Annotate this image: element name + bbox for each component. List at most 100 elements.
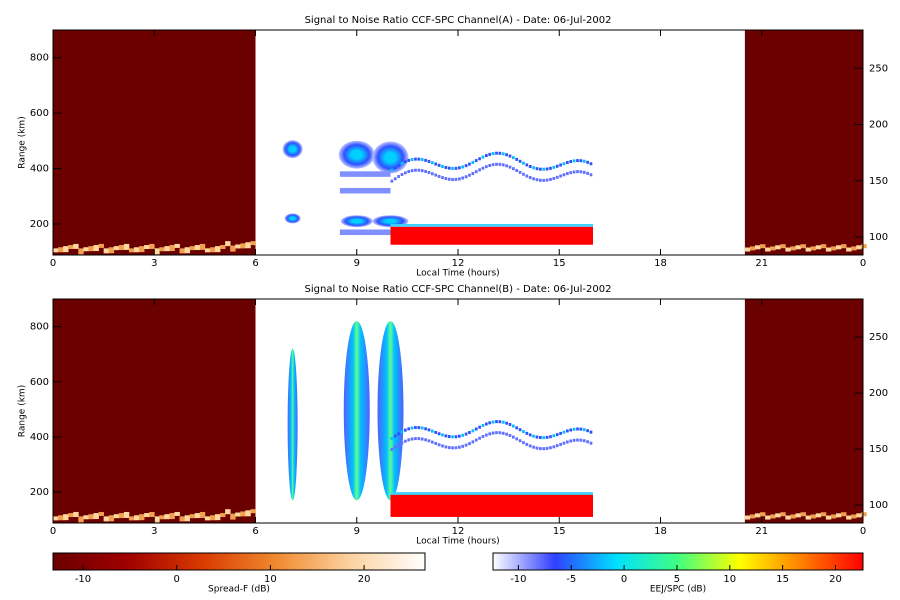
echo-dash [458, 177, 461, 181]
echo-dash [400, 430, 404, 434]
echo-dash [441, 165, 444, 169]
night-block [744, 30, 863, 255]
spread-f-trace [744, 247, 751, 252]
x-tick-label: 15 [553, 526, 566, 537]
spread-f-trace [169, 513, 175, 520]
echo-dash [501, 152, 505, 156]
echo-dash [542, 447, 546, 451]
echo-dash [586, 171, 589, 175]
spread-f-trace [800, 512, 806, 517]
echo-dash [424, 427, 427, 431]
x-tick-label: 12 [452, 258, 465, 269]
echo-dash [474, 438, 478, 442]
spread-f-trace [123, 243, 130, 250]
echo-dash [390, 179, 394, 183]
y-tick-label: 800 [30, 322, 49, 333]
echo-dash [444, 445, 448, 449]
echo-dash [488, 152, 492, 156]
echo-dash [451, 435, 454, 439]
spread-f-trace [149, 243, 155, 249]
spread-f-trace [225, 509, 231, 515]
echo-dash [481, 435, 485, 439]
echo-dash [410, 158, 414, 162]
x-tick-label: 21 [755, 258, 768, 269]
echo-dash [444, 177, 448, 181]
spread-f-trace [209, 247, 216, 253]
echo-dash [393, 166, 397, 170]
echo-dash [582, 159, 586, 163]
eej-edge [390, 492, 593, 495]
echo-dash [528, 176, 532, 180]
echo-dash [414, 157, 417, 161]
echo-dash [505, 432, 508, 436]
spread-f-trace [230, 513, 236, 520]
eej-edge [390, 223, 593, 227]
echo-dash [458, 166, 461, 170]
echo-dash [515, 426, 519, 430]
spread-f-trace [775, 245, 781, 250]
spread-f-trace [108, 247, 115, 254]
spread-f-trace [830, 514, 837, 519]
night-block [744, 299, 863, 523]
echo-dash [508, 422, 512, 426]
echo-dash [549, 446, 552, 450]
spread-f-trace [103, 248, 110, 254]
echo-dash [451, 178, 454, 182]
echo-dash [471, 160, 475, 164]
echo-dash [518, 428, 522, 432]
colorbar [492, 552, 864, 571]
spread-f-trace [68, 513, 74, 518]
echo-dash [545, 178, 549, 182]
echo-dash [555, 433, 559, 437]
colorbar-tick-label: 10 [723, 574, 736, 585]
spread-f-trace [755, 245, 761, 250]
spread-f-trace [134, 247, 140, 253]
echo-dash [532, 445, 535, 449]
spread-f-trace [861, 512, 867, 517]
spread-f-trace [810, 514, 817, 519]
echo-dash [498, 420, 502, 424]
x-tick-label: 3 [151, 258, 157, 269]
echo-dash [522, 172, 525, 176]
echo-dash [539, 447, 542, 451]
echo-dash [586, 440, 589, 444]
spread-f-trace [113, 514, 120, 519]
echo-dash [566, 429, 569, 433]
echo-dash [400, 441, 404, 445]
echo-dash [468, 431, 471, 435]
echo-dash [535, 167, 539, 171]
echo-dash [410, 426, 414, 430]
echo-dash [397, 163, 400, 167]
echo-dash [515, 437, 519, 441]
echo-dash [390, 168, 394, 172]
y-axis-label: Range (km) [18, 385, 28, 437]
echo-dash [498, 162, 502, 166]
echo-dash [417, 157, 421, 161]
x-tick-label: 6 [252, 258, 258, 269]
echo-dash [441, 433, 444, 437]
echo-dash [569, 171, 573, 175]
echo-dash [447, 435, 451, 439]
y2-tick-label: 200 [869, 120, 888, 131]
spread-f-trace [785, 247, 791, 252]
echo-dash [417, 437, 421, 441]
x-tick-label: 15 [553, 258, 566, 269]
echo-dash [431, 429, 434, 433]
echo-dash [579, 170, 583, 174]
echo-dash [468, 442, 471, 446]
echo-dash [485, 165, 488, 169]
panel-title: Signal to Noise Ratio CCF-SPC Channel(A)… [305, 15, 612, 26]
y-tick-label: 800 [30, 53, 49, 64]
echo-dash [485, 154, 488, 158]
echo-dash [589, 173, 593, 177]
y2-tick-label: 250 [869, 332, 888, 343]
echo-dash [478, 436, 481, 440]
echo-dash [589, 430, 593, 434]
echo-dash [528, 433, 532, 437]
echo-dash [545, 446, 549, 450]
x-tick-label: 0 [860, 526, 866, 537]
spread-f-trace [189, 246, 196, 251]
echo-dash [393, 434, 397, 438]
y-tick-label: 600 [30, 108, 49, 119]
echo-dash [576, 170, 579, 174]
